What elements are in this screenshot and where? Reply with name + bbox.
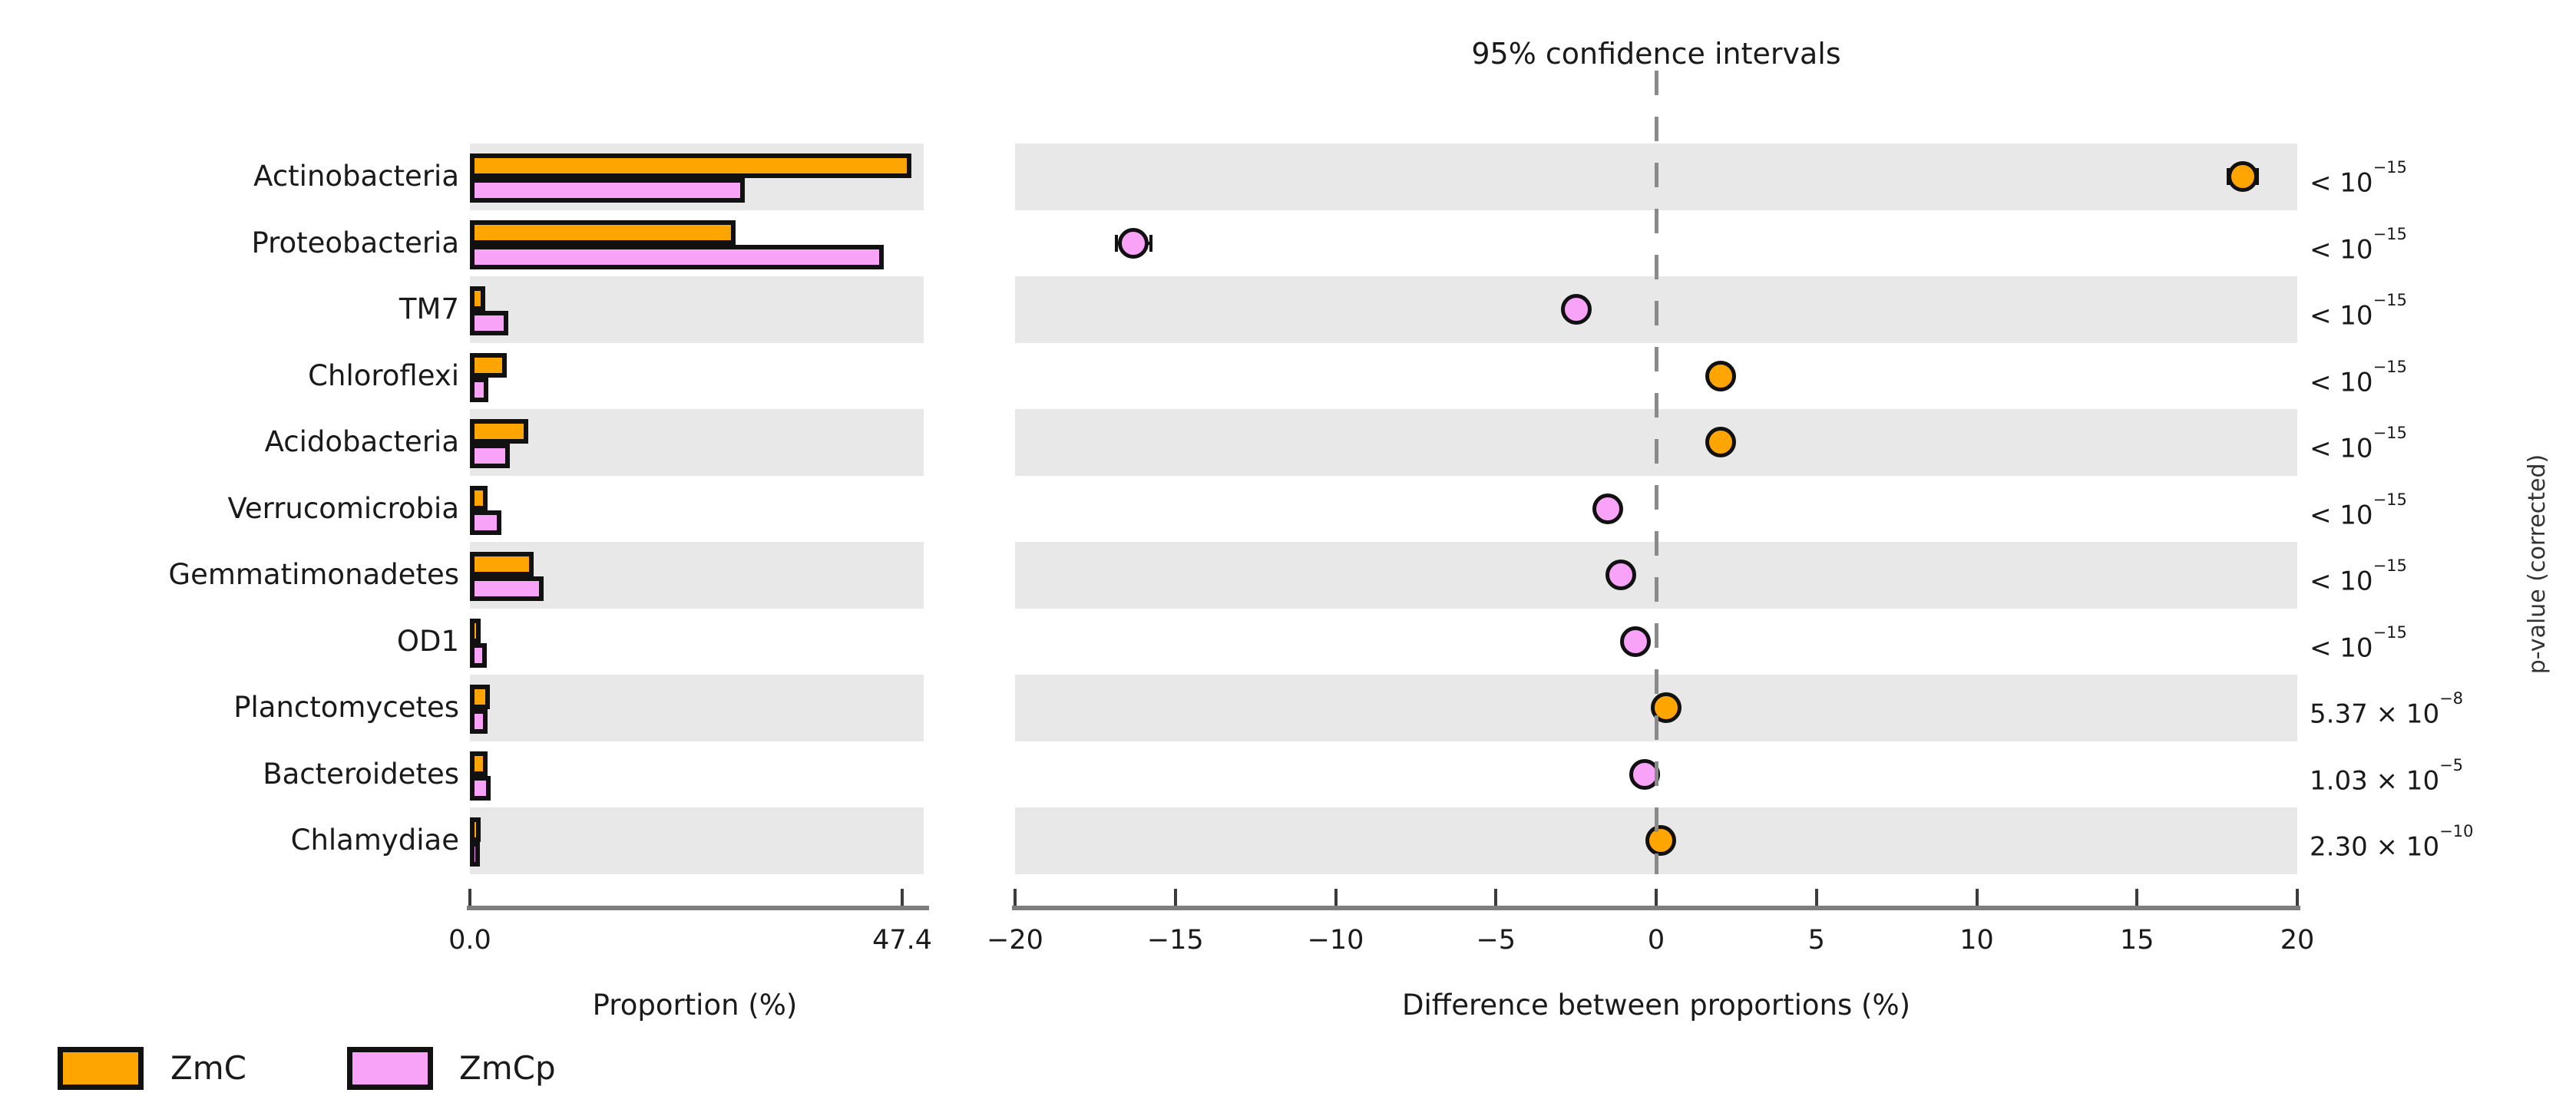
difference-tick-label: −20 — [987, 925, 1043, 956]
ci-cap-right-proteobacteria — [1149, 234, 1153, 252]
row-label-acidobacteria: Acidobacteria — [264, 425, 459, 458]
bar-zmc-chlamydiae — [470, 817, 481, 842]
bar-zmcp-bacteroidetes — [470, 775, 491, 801]
difference-tick — [1814, 889, 1818, 906]
difference-tick-label: −10 — [1307, 925, 1364, 956]
p-value-gemmatimonadetes: < 10−15 — [2310, 556, 2407, 597]
p-value-tm7: < 10−15 — [2310, 291, 2407, 332]
difference-dot-tm7 — [1560, 294, 1592, 325]
bar-zmc-od1 — [470, 618, 481, 643]
row-label-verrucomicrobia: Verrucomicrobia — [227, 491, 459, 525]
difference-tick — [1494, 889, 1498, 906]
proportion-tick-label: 0.0 — [448, 925, 491, 956]
bar-zmc-actinobacteria — [470, 154, 912, 178]
legend-swatch-zmc — [58, 1047, 144, 1090]
ci-cap-left-proteobacteria — [1114, 234, 1118, 252]
proportion-axis-title: Proportion (%) — [592, 989, 798, 1022]
legend-swatch-zmcp — [347, 1047, 433, 1090]
zero-reference-dashed-line — [1655, 71, 1658, 874]
bar-zmc-gemmatimonadetes — [470, 552, 534, 576]
row-label-bacteroidetes: Bacteroidetes — [263, 757, 459, 791]
p-value-actinobacteria: < 10−15 — [2310, 158, 2407, 199]
bar-zmcp-chloroflexi — [470, 377, 488, 402]
difference-dot-chloroflexi — [1705, 360, 1736, 391]
row-label-actinobacteria: Actinobacteria — [253, 160, 459, 193]
bar-zmcp-gemmatimonadetes — [470, 576, 544, 601]
difference-tick — [2296, 889, 2299, 906]
proportion-tick-label: 47.4 — [872, 925, 933, 956]
difference-tick — [1173, 889, 1177, 906]
p-value-acidobacteria: < 10−15 — [2310, 424, 2407, 464]
row-band-left — [470, 675, 924, 741]
difference-tick-label: −15 — [1146, 925, 1204, 956]
row-band-left — [470, 409, 924, 476]
difference-dot-proteobacteria — [1118, 227, 1149, 259]
bar-zmc-tm7 — [470, 286, 486, 311]
p-value-verrucomicrobia: < 10−15 — [2310, 490, 2407, 530]
proportion-tick — [468, 889, 471, 906]
bar-zmc-bacteroidetes — [470, 751, 488, 776]
confidence-interval-title: 95% confidence intervals — [1471, 37, 1841, 71]
difference-dot-od1 — [1619, 626, 1651, 657]
bar-zmcp-verrucomicrobia — [470, 510, 501, 535]
difference-axis-line — [1012, 906, 2300, 910]
bar-zmc-verrucomicrobia — [470, 485, 488, 510]
bar-zmcp-proteobacteria — [470, 244, 885, 269]
proportion-axis-line — [467, 906, 929, 910]
row-band-left — [470, 276, 924, 343]
difference-tick — [2135, 889, 2139, 906]
bar-zmcp-chlamydiae — [470, 842, 480, 867]
legend-label-zmcp: ZmCp — [459, 1049, 556, 1087]
proportion-tick — [901, 889, 904, 906]
bar-zmc-chloroflexi — [470, 352, 507, 378]
difference-dot-verrucomicrobia — [1592, 493, 1624, 524]
row-label-tm7: TM7 — [398, 292, 459, 325]
difference-dot-chlamydiae — [1645, 825, 1677, 856]
difference-tick — [1975, 889, 1979, 906]
bar-zmcp-tm7 — [470, 311, 509, 335]
bar-zmc-planctomycetes — [470, 685, 491, 709]
difference-tick-label: 15 — [2119, 925, 2154, 956]
bar-zmc-acidobacteria — [470, 419, 529, 444]
p-value-axis-label: p-value (corrected) — [2524, 454, 2551, 675]
row-label-gemmatimonadetes: Gemmatimonadetes — [168, 558, 459, 591]
difference-tick-label: 10 — [1959, 925, 1994, 956]
p-value-chloroflexi: < 10−15 — [2310, 357, 2407, 398]
difference-tick — [1655, 889, 1658, 906]
bar-zmcp-od1 — [470, 642, 487, 668]
row-label-chlamydiae: Chlamydiae — [290, 824, 459, 857]
difference-tick-label: 0 — [1647, 925, 1665, 956]
difference-dot-gemmatimonadetes — [1605, 560, 1637, 590]
difference-tick-label: 5 — [1807, 925, 1825, 956]
row-label-planctomycetes: Planctomycetes — [233, 691, 459, 724]
legend-label-zmc: ZmC — [170, 1049, 247, 1087]
difference-tick — [1014, 889, 1017, 906]
p-value-bacteroidetes: 1.03 × 10−5 — [2310, 755, 2464, 796]
difference-tick-label: 20 — [2280, 925, 2315, 956]
difference-dot-acidobacteria — [1705, 427, 1736, 457]
p-value-od1: < 10−15 — [2310, 622, 2407, 663]
row-label-chloroflexi: Chloroflexi — [308, 358, 459, 392]
row-label-od1: OD1 — [396, 624, 459, 658]
difference-dot-actinobacteria — [2227, 161, 2259, 192]
difference-axis-title: Difference between proportions (%) — [1401, 989, 1911, 1022]
row-label-proteobacteria: Proteobacteria — [251, 226, 459, 259]
bar-zmcp-actinobacteria — [470, 178, 745, 203]
bar-zmc-proteobacteria — [470, 220, 736, 245]
p-value-chlamydiae: 2.30 × 10−10 — [2310, 822, 2474, 863]
row-band-left — [470, 542, 924, 609]
bar-zmcp-acidobacteria — [470, 444, 511, 468]
bar-zmcp-planctomycetes — [470, 709, 488, 734]
difference-tick — [1334, 889, 1338, 906]
row-band-left — [470, 807, 924, 874]
p-value-proteobacteria: < 10−15 — [2310, 224, 2407, 265]
p-value-planctomycetes: 5.37 × 10−8 — [2310, 689, 2464, 730]
difference-tick-label: −5 — [1476, 925, 1516, 956]
